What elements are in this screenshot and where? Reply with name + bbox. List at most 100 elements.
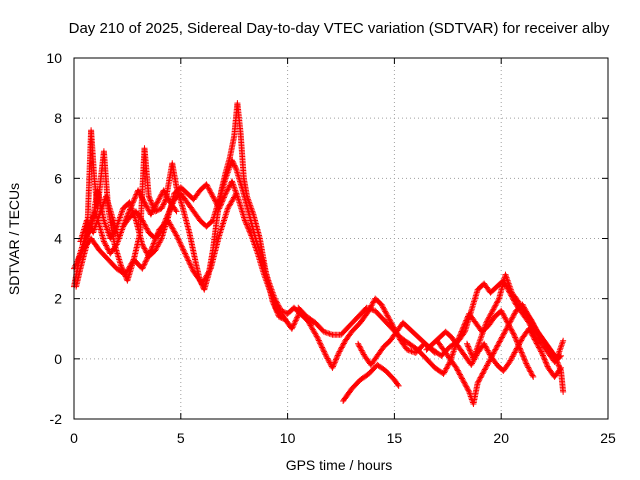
data-point	[454, 366, 461, 373]
data-point	[188, 264, 195, 271]
data-point	[184, 254, 191, 261]
data-point	[132, 192, 139, 199]
data-point	[460, 323, 467, 330]
data-point	[404, 346, 411, 353]
data-point	[186, 260, 193, 267]
data-point	[526, 327, 533, 334]
data-point	[210, 194, 217, 201]
data-point	[152, 203, 159, 210]
data-point	[108, 234, 115, 241]
data-point	[290, 321, 297, 328]
data-point	[143, 257, 150, 264]
data-point	[140, 262, 147, 269]
data-point	[211, 196, 218, 203]
data-point	[483, 363, 490, 370]
data-point	[145, 206, 152, 213]
x-tick-label: 20	[493, 430, 509, 446]
data-point	[430, 348, 437, 355]
data-point	[182, 250, 189, 257]
data-point	[109, 231, 116, 238]
y-tick-label: -2	[50, 411, 63, 427]
data-point	[123, 214, 130, 221]
data-point	[331, 360, 338, 367]
data-point	[334, 352, 341, 359]
data-point	[442, 366, 449, 373]
data-point	[335, 351, 342, 358]
data-point	[319, 344, 326, 351]
data-point	[407, 347, 414, 354]
data-point	[139, 241, 146, 248]
data-point	[147, 247, 154, 254]
data-point	[511, 333, 518, 340]
data-point	[232, 165, 239, 172]
data-point	[530, 320, 537, 327]
data-point	[498, 309, 505, 316]
data-point	[71, 264, 78, 271]
data-point	[325, 330, 332, 337]
data-point	[405, 347, 412, 354]
data-point	[159, 202, 166, 209]
data-point	[136, 190, 143, 197]
data-point	[487, 311, 494, 318]
data-point	[209, 192, 216, 199]
data-point	[330, 362, 337, 369]
data-point	[323, 352, 330, 359]
data-point	[187, 261, 194, 268]
data-point	[146, 196, 153, 203]
data-point	[519, 350, 526, 357]
data-point	[529, 319, 536, 326]
data-point	[459, 327, 466, 334]
data-point	[183, 253, 190, 260]
data-point	[378, 301, 385, 308]
data-point	[380, 304, 387, 311]
data-point	[150, 240, 157, 247]
data-point	[535, 343, 542, 350]
data-point	[153, 200, 160, 207]
data-point	[470, 357, 477, 364]
data-point	[140, 264, 147, 271]
data-point	[213, 200, 220, 207]
data-point	[321, 348, 328, 355]
data-point	[218, 199, 225, 206]
data-point	[102, 241, 109, 248]
data-point	[455, 336, 462, 343]
data-point	[508, 315, 515, 322]
data-point	[509, 314, 516, 321]
data-point	[455, 335, 462, 342]
data-point	[155, 198, 162, 205]
data-point	[490, 306, 497, 313]
data-point	[76, 253, 83, 260]
data-point	[149, 208, 156, 215]
data-point	[219, 198, 226, 205]
data-point	[104, 245, 111, 252]
data-point	[317, 341, 324, 348]
data-point	[459, 376, 466, 383]
data-point	[481, 366, 488, 373]
data-point	[522, 357, 529, 364]
data-point	[501, 314, 508, 321]
data-point	[135, 188, 142, 195]
data-point	[503, 326, 510, 333]
data-point	[335, 349, 342, 356]
data-point	[174, 233, 181, 240]
data-point	[142, 200, 149, 207]
data-point	[431, 349, 438, 356]
data-point	[533, 326, 540, 333]
data-point	[511, 350, 518, 357]
data-point	[247, 231, 254, 238]
data-point	[370, 299, 377, 306]
data-point	[180, 247, 187, 254]
data-point	[544, 362, 551, 369]
data-point	[329, 364, 336, 371]
data-point	[500, 311, 507, 318]
x-tick-label: 0	[70, 430, 78, 446]
data-point	[315, 336, 322, 343]
data-point	[153, 234, 160, 241]
data-point	[145, 253, 152, 260]
data-point	[338, 344, 345, 351]
data-point	[369, 301, 376, 308]
data-point	[222, 190, 229, 197]
data-point	[317, 340, 324, 347]
data-point	[340, 340, 347, 347]
